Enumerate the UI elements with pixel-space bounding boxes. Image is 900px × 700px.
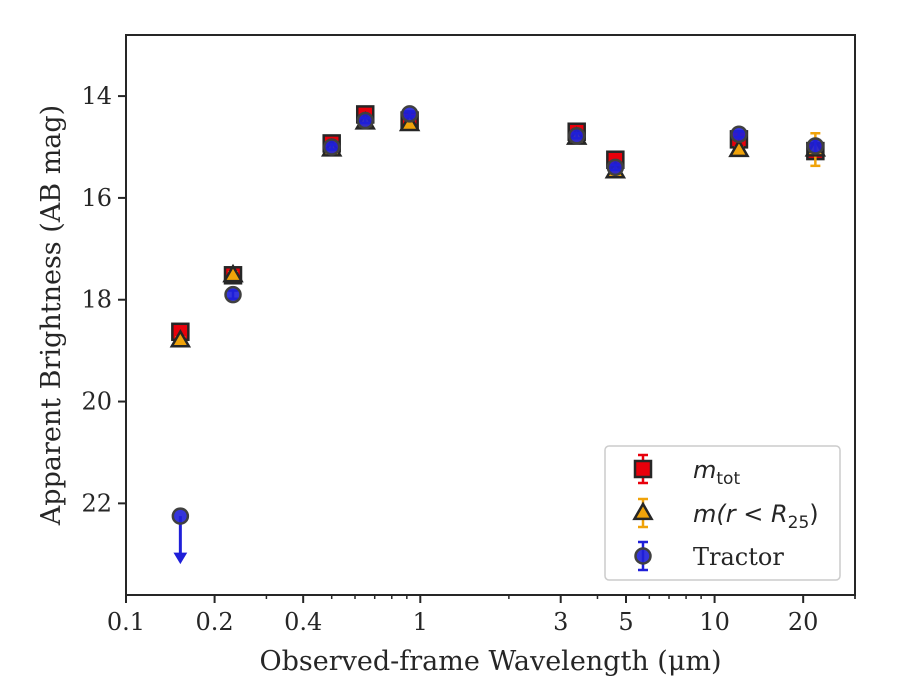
- x-tick-label: 3: [553, 608, 568, 636]
- x-tick-label: 1: [413, 608, 428, 636]
- legend-marker: [634, 547, 652, 565]
- x-tick-label: 0.4: [284, 608, 322, 636]
- legend-label: Tractor: [693, 543, 784, 571]
- data-point: [400, 105, 419, 123]
- data-point: [356, 111, 374, 130]
- legend-label: m(r < R25): [693, 500, 819, 533]
- series-triangle: [169, 111, 827, 348]
- x-axis: 0.1 0.2 0.4 1 3 5 10 20: [107, 595, 856, 636]
- x-tick-label: 0.1: [107, 608, 145, 636]
- y-tick-label: 18: [81, 286, 112, 314]
- series-circle: [171, 105, 825, 565]
- y-axis: 14 16 18 20 22: [81, 82, 126, 517]
- legend-marker: [632, 501, 654, 521]
- legend-box: [604, 445, 841, 581]
- legend-label: mtot: [693, 456, 740, 489]
- x-axis-label: Observed-frame Wavelength (μm): [259, 646, 721, 677]
- data-point: [728, 138, 750, 158]
- legend-entry: m(r < R25): [632, 497, 819, 533]
- legend: mtot m(r < R25) Tractor: [604, 445, 841, 581]
- y-tick-label: 20: [81, 388, 112, 416]
- data-point: [730, 125, 748, 144]
- y-tick-label: 16: [81, 184, 112, 212]
- y-tick-label: 22: [81, 489, 112, 517]
- x-tick-label: 10: [699, 608, 730, 636]
- series-square: [171, 105, 825, 342]
- plot-frame: [125, 34, 856, 596]
- legend-entry: Tractor: [634, 540, 784, 572]
- upper-limit-arrowhead: [173, 552, 188, 565]
- data-point: [606, 158, 625, 177]
- legend-entry: mtot: [633, 453, 740, 489]
- legend-marker: [633, 459, 653, 479]
- x-tick-label: 5: [618, 608, 633, 636]
- data-point: [322, 138, 341, 156]
- y-tick-label: 14: [81, 82, 112, 110]
- data-point: [806, 137, 825, 155]
- x-tick-label: 0.2: [196, 608, 234, 636]
- y-axis-label: Apparent Brightness (AB mag): [36, 105, 67, 526]
- data-point: [567, 127, 586, 145]
- data-point: [222, 263, 244, 283]
- plot-area: [169, 105, 827, 565]
- data-point: [224, 285, 242, 304]
- data-point: [169, 328, 192, 348]
- x-tick-label: 20: [788, 608, 819, 636]
- data-point: [171, 507, 190, 525]
